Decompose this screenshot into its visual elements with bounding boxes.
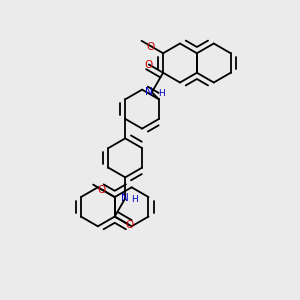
- Text: N: N: [122, 193, 129, 203]
- Text: H: H: [130, 195, 137, 204]
- Text: O: O: [145, 59, 153, 70]
- Text: H: H: [158, 88, 165, 98]
- Text: O: O: [98, 185, 106, 195]
- Text: O: O: [125, 220, 133, 230]
- Text: O: O: [146, 41, 154, 52]
- Text: N: N: [145, 87, 153, 97]
